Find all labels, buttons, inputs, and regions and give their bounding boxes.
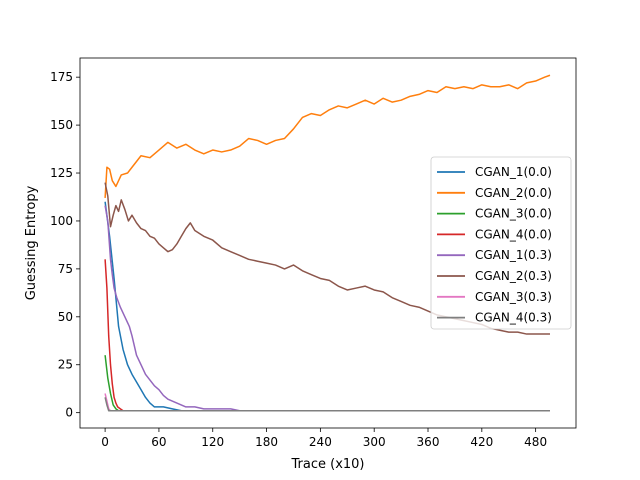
y-tick-label: 0	[65, 406, 73, 420]
legend-label: CGAN_2(0.0)	[475, 186, 552, 200]
legend-label: CGAN_1(0.0)	[475, 165, 552, 179]
legend: CGAN_1(0.0) CGAN_2(0.0) CGAN_3(0.0) CGAN_4(…	[430, 156, 572, 330]
x-tick-label: 120	[201, 435, 224, 449]
y-axis-ticks: 0 25 50 75 100 125 150 175	[50, 70, 80, 420]
x-tick-label: 420	[470, 435, 493, 449]
legend-label: CGAN_1(0.3)	[475, 248, 552, 262]
x-tick-label: 60	[151, 435, 166, 449]
series-layer	[104, 74, 551, 412]
y-axis-label: Guessing Entropy	[24, 185, 39, 300]
x-axis-label: Trace (x10)	[291, 457, 365, 472]
legend-label: CGAN_3(0.0)	[475, 207, 552, 221]
legend-label: CGAN_4(0.0)	[475, 227, 552, 241]
x-tick-label: 360	[417, 435, 440, 449]
x-tick-label: 0	[101, 435, 109, 449]
y-tick-label: 150	[50, 118, 73, 132]
y-tick-label: 100	[50, 214, 73, 228]
y-tick-label: 75	[58, 262, 73, 276]
legend-items: CGAN_1(0.0) CGAN_2(0.0) CGAN_3(0.0) CGAN_4(…	[437, 165, 552, 325]
y-tick-label: 175	[50, 70, 73, 84]
series-line-4	[104, 259, 550, 412]
series-line-8	[104, 397, 550, 412]
series-line-5	[104, 205, 550, 412]
series-line-2	[104, 74, 551, 198]
x-tick-label: 240	[309, 435, 332, 449]
x-tick-label: 300	[363, 435, 386, 449]
x-tick-label: 180	[255, 435, 278, 449]
y-tick-label: 50	[58, 310, 73, 324]
x-tick-label: 480	[524, 435, 547, 449]
legend-label: CGAN_2(0.3)	[475, 269, 552, 283]
y-tick-label: 25	[58, 358, 73, 372]
y-tick-label: 125	[50, 166, 73, 180]
axes-frame	[79, 57, 577, 429]
legend-label: CGAN_3(0.3)	[475, 290, 552, 304]
series-line-1	[104, 201, 550, 412]
legend-label: CGAN_4(0.3)	[475, 311, 552, 325]
x-axis-ticks: 0 60 120 180 240 300 360 420 480	[101, 428, 547, 449]
legend-box	[430, 156, 572, 330]
